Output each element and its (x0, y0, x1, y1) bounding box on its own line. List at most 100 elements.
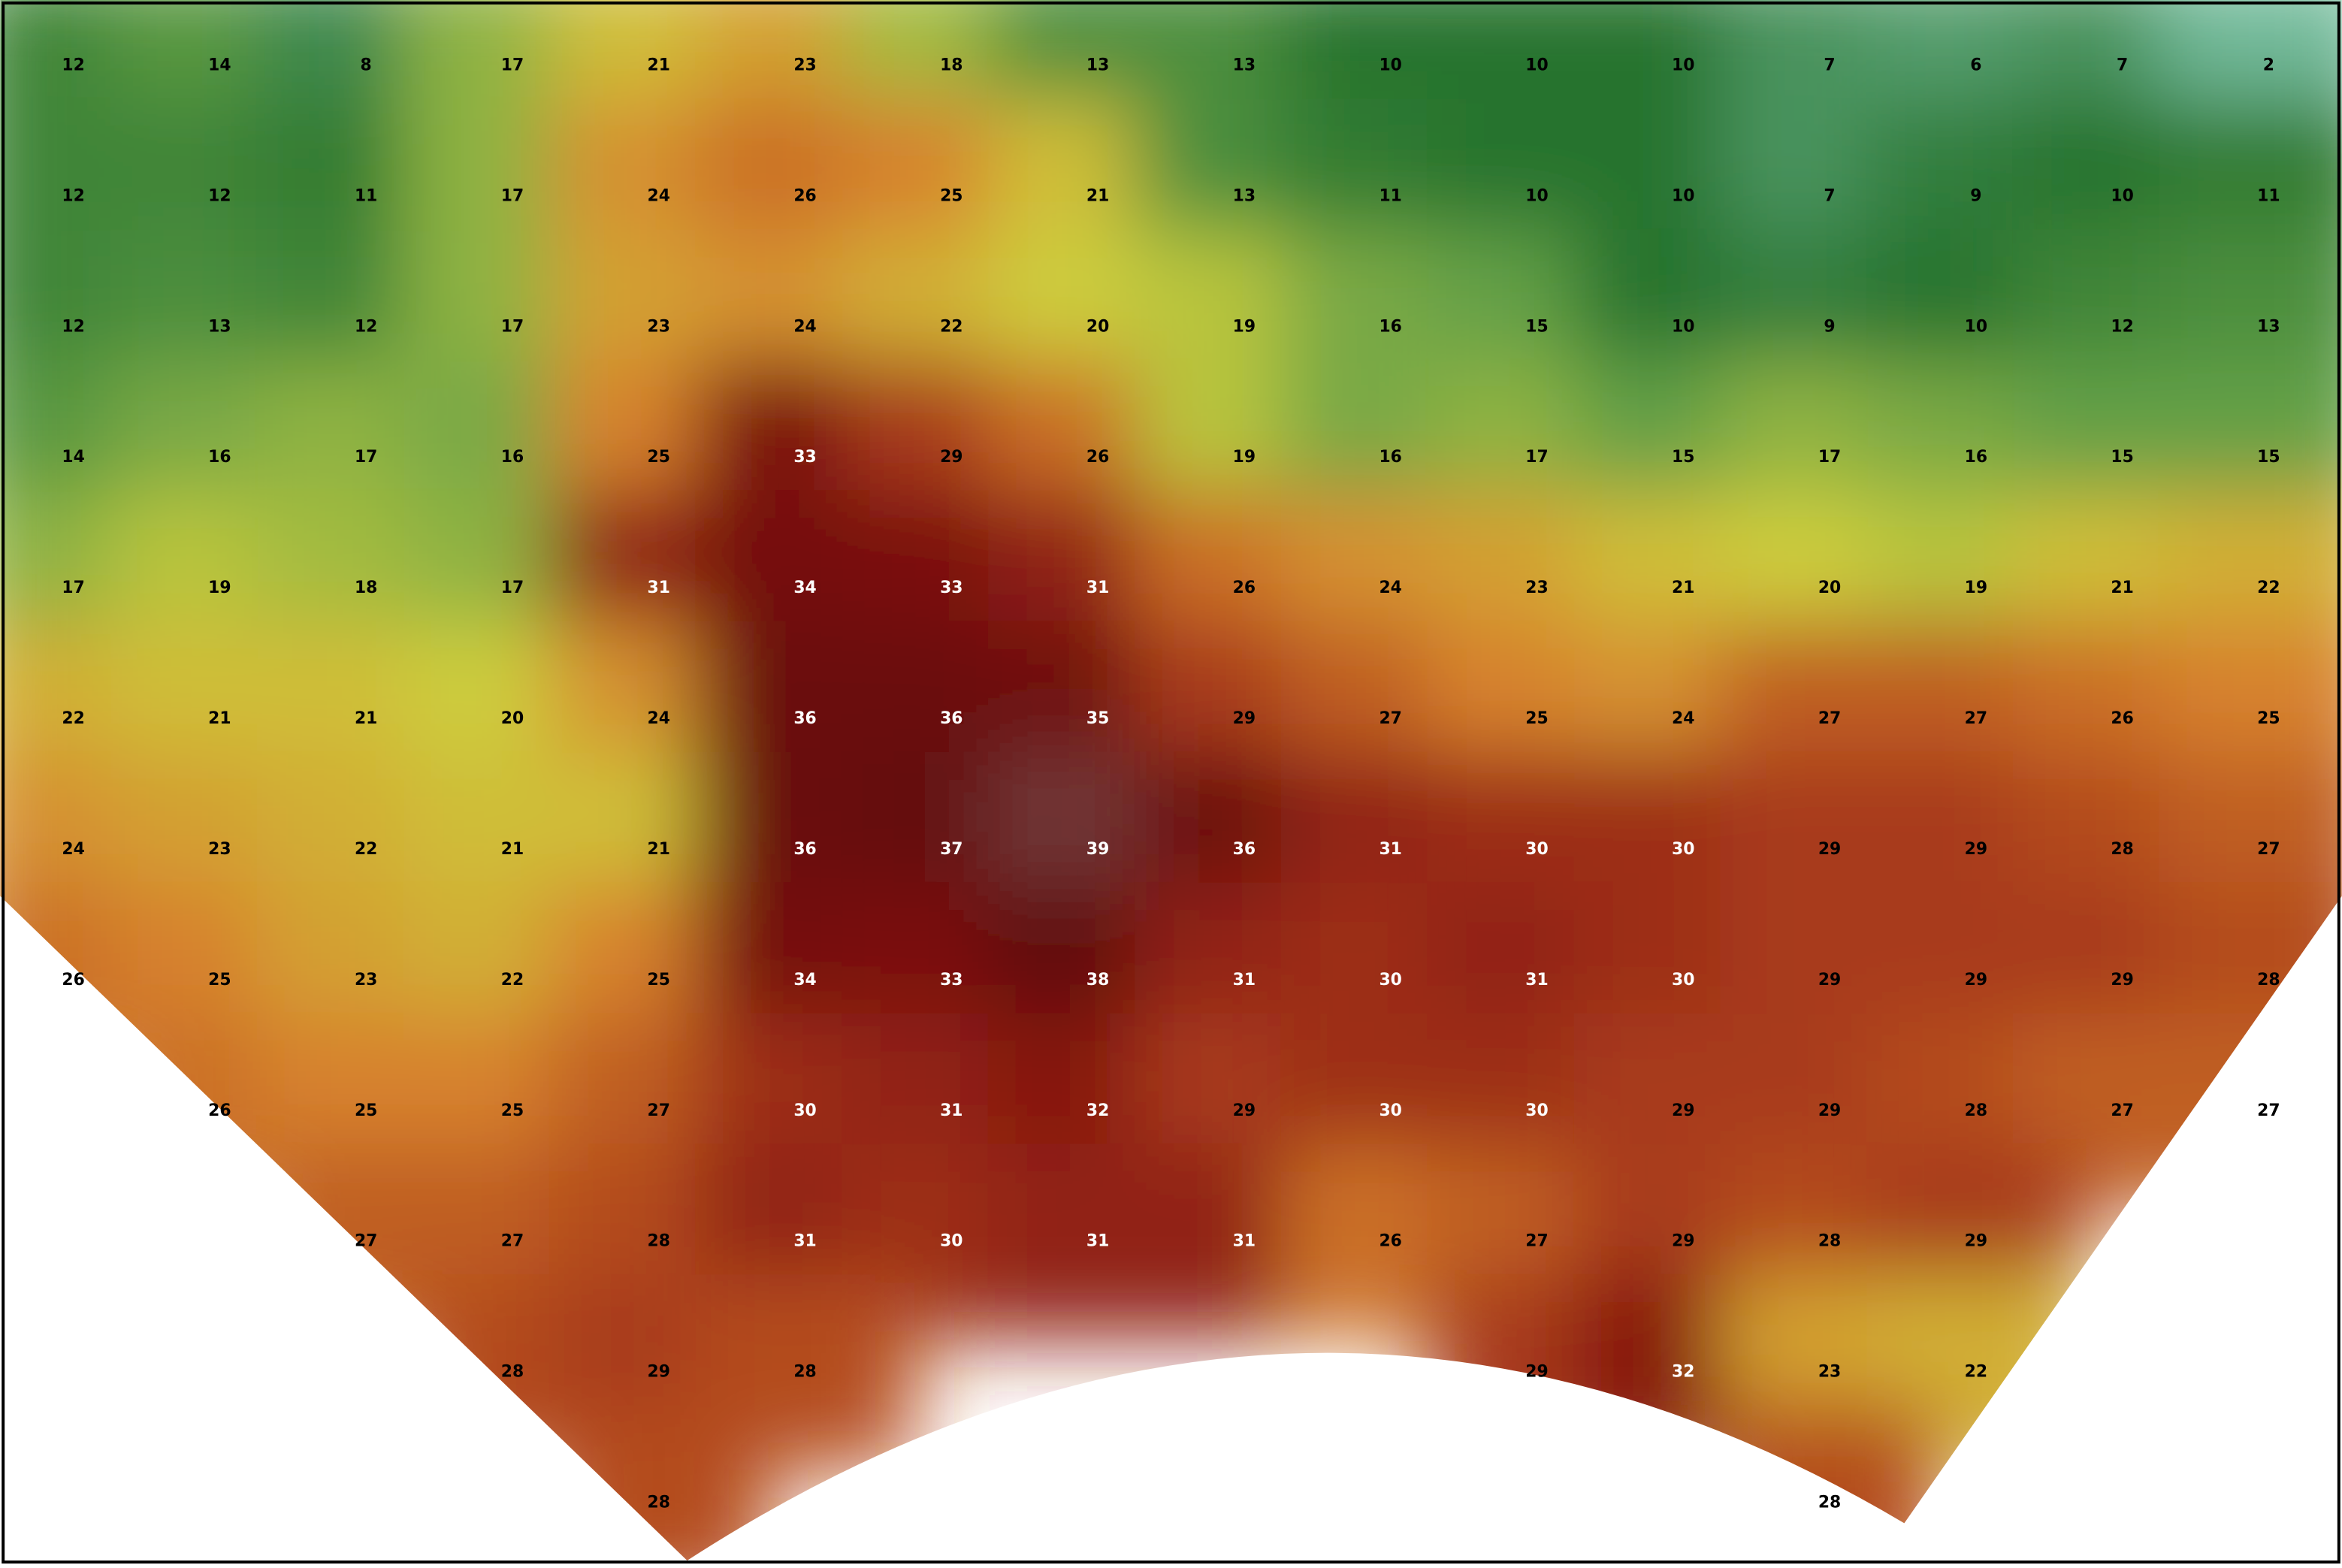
temperature-label: 19 (208, 579, 231, 597)
temperature-label: 12 (62, 186, 84, 205)
temperature-label: 29 (940, 448, 962, 467)
temperature-label: 19 (1233, 317, 1256, 336)
temperature-label: 13 (1086, 56, 1109, 74)
temperature-label: 26 (1233, 579, 1256, 597)
temperature-label: 19 (1965, 579, 1987, 597)
temperature-label: 21 (1086, 186, 1109, 205)
temperature-label: 27 (501, 1232, 524, 1251)
temperature-label: 27 (355, 1232, 377, 1251)
temperature-label: 18 (355, 579, 377, 597)
temperature-label: 10 (2111, 186, 2133, 205)
temperature-label: 29 (1672, 1232, 1694, 1251)
temperature-label: 15 (2257, 448, 2280, 467)
temperature-label: 23 (793, 56, 816, 74)
temperature-label: 28 (1818, 1232, 1841, 1251)
temperature-label: 33 (940, 579, 962, 597)
temperature-label: 7 (1824, 186, 1835, 205)
temperature-label: 10 (1672, 56, 1694, 74)
temperature-label: 23 (208, 840, 231, 859)
temperature-label: 31 (1379, 840, 1401, 859)
temperature-label: 15 (1672, 448, 1694, 467)
temperature-label: 21 (501, 840, 524, 859)
temperature-label: 30 (1672, 840, 1694, 859)
temperature-label: 37 (940, 840, 962, 859)
temperature-label: 12 (2111, 317, 2133, 336)
temperature-label: 21 (2111, 579, 2133, 597)
temperature-label: 26 (2111, 709, 2133, 728)
temperature-label: 29 (1965, 971, 1987, 989)
temperature-label: 30 (793, 1101, 816, 1120)
temperature-label: 10 (1525, 56, 1548, 74)
temperature-label: 32 (1086, 1101, 1109, 1120)
temperature-label: 33 (940, 971, 962, 989)
temperature-label: 34 (793, 971, 816, 989)
temperature-label: 15 (1525, 317, 1548, 336)
temperature-label: 12 (208, 186, 231, 205)
temperature-label: 20 (1086, 317, 1109, 336)
temperature-label: 25 (1525, 709, 1548, 728)
temperature-label: 14 (208, 56, 231, 74)
temperature-label: 24 (1672, 709, 1694, 728)
temperature-label: 39 (1086, 840, 1109, 859)
temperature-label: 31 (1086, 579, 1109, 597)
temperature-label: 22 (2257, 579, 2280, 597)
temperature-label: 28 (2111, 840, 2133, 859)
temperature-label: 10 (1672, 186, 1694, 205)
temperature-label: 23 (1525, 579, 1548, 597)
temperature-label: 27 (1818, 709, 1841, 728)
temperature-label: 29 (1965, 1232, 1987, 1251)
temperature-label: 16 (1379, 317, 1401, 336)
temperature-label: 2 (2263, 56, 2274, 74)
temperature-label: 25 (940, 186, 962, 205)
temperature-label: 22 (62, 709, 84, 728)
temperature-label: 27 (2111, 1101, 2133, 1120)
temperature-label: 31 (1233, 1232, 1256, 1251)
temperature-label: 21 (648, 56, 670, 74)
temperature-label: 29 (1233, 1101, 1256, 1120)
temperature-label: 31 (1233, 971, 1256, 989)
temperature-label: 16 (1965, 448, 1987, 467)
temperature-label: 22 (940, 317, 962, 336)
temperature-label: 31 (940, 1101, 962, 1120)
temperature-label: 9 (1824, 317, 1835, 336)
temperature-label: 32 (1672, 1363, 1694, 1382)
temperature-label: 10 (1672, 317, 1694, 336)
temperature-label: 12 (62, 56, 84, 74)
temperature-label: 22 (1965, 1363, 1987, 1382)
temperature-label: 27 (1965, 709, 1987, 728)
temperature-label: 26 (62, 971, 84, 989)
temperature-label: 25 (208, 971, 231, 989)
temperature-label: 15 (2111, 448, 2133, 467)
temperature-label: 29 (1965, 840, 1987, 859)
temperature-label: 7 (2117, 56, 2128, 74)
temperature-label: 20 (1818, 579, 1841, 597)
temperature-label: 30 (1672, 971, 1694, 989)
temperature-label: 31 (648, 579, 670, 597)
temperature-label: 24 (1379, 579, 1401, 597)
temperature-label: 29 (1818, 840, 1841, 859)
temperature-label: 29 (1672, 1101, 1694, 1120)
temperature-label: 28 (648, 1494, 670, 1512)
temperature-label: 29 (1818, 1101, 1841, 1120)
temperature-label: 21 (1672, 579, 1694, 597)
temperature-label: 30 (940, 1232, 962, 1251)
temperature-label: 20 (501, 709, 524, 728)
temperature-label: 21 (355, 709, 377, 728)
temperature-label: 25 (648, 448, 670, 467)
temperature-label: 11 (355, 186, 377, 205)
temperature-label: 25 (2257, 709, 2280, 728)
temperature-label: 23 (1818, 1363, 1841, 1382)
temperature-label: 30 (1379, 971, 1401, 989)
temperature-label: 23 (355, 971, 377, 989)
temperature-label: 28 (501, 1363, 524, 1382)
temperature-label: 28 (1818, 1494, 1841, 1512)
temperature-label: 17 (501, 317, 524, 336)
temperature-label: 17 (501, 579, 524, 597)
temperature-label: 18 (940, 56, 962, 74)
temperature-label: 12 (62, 317, 84, 336)
temperature-label: 24 (62, 840, 84, 859)
temperature-label: 29 (648, 1363, 670, 1382)
